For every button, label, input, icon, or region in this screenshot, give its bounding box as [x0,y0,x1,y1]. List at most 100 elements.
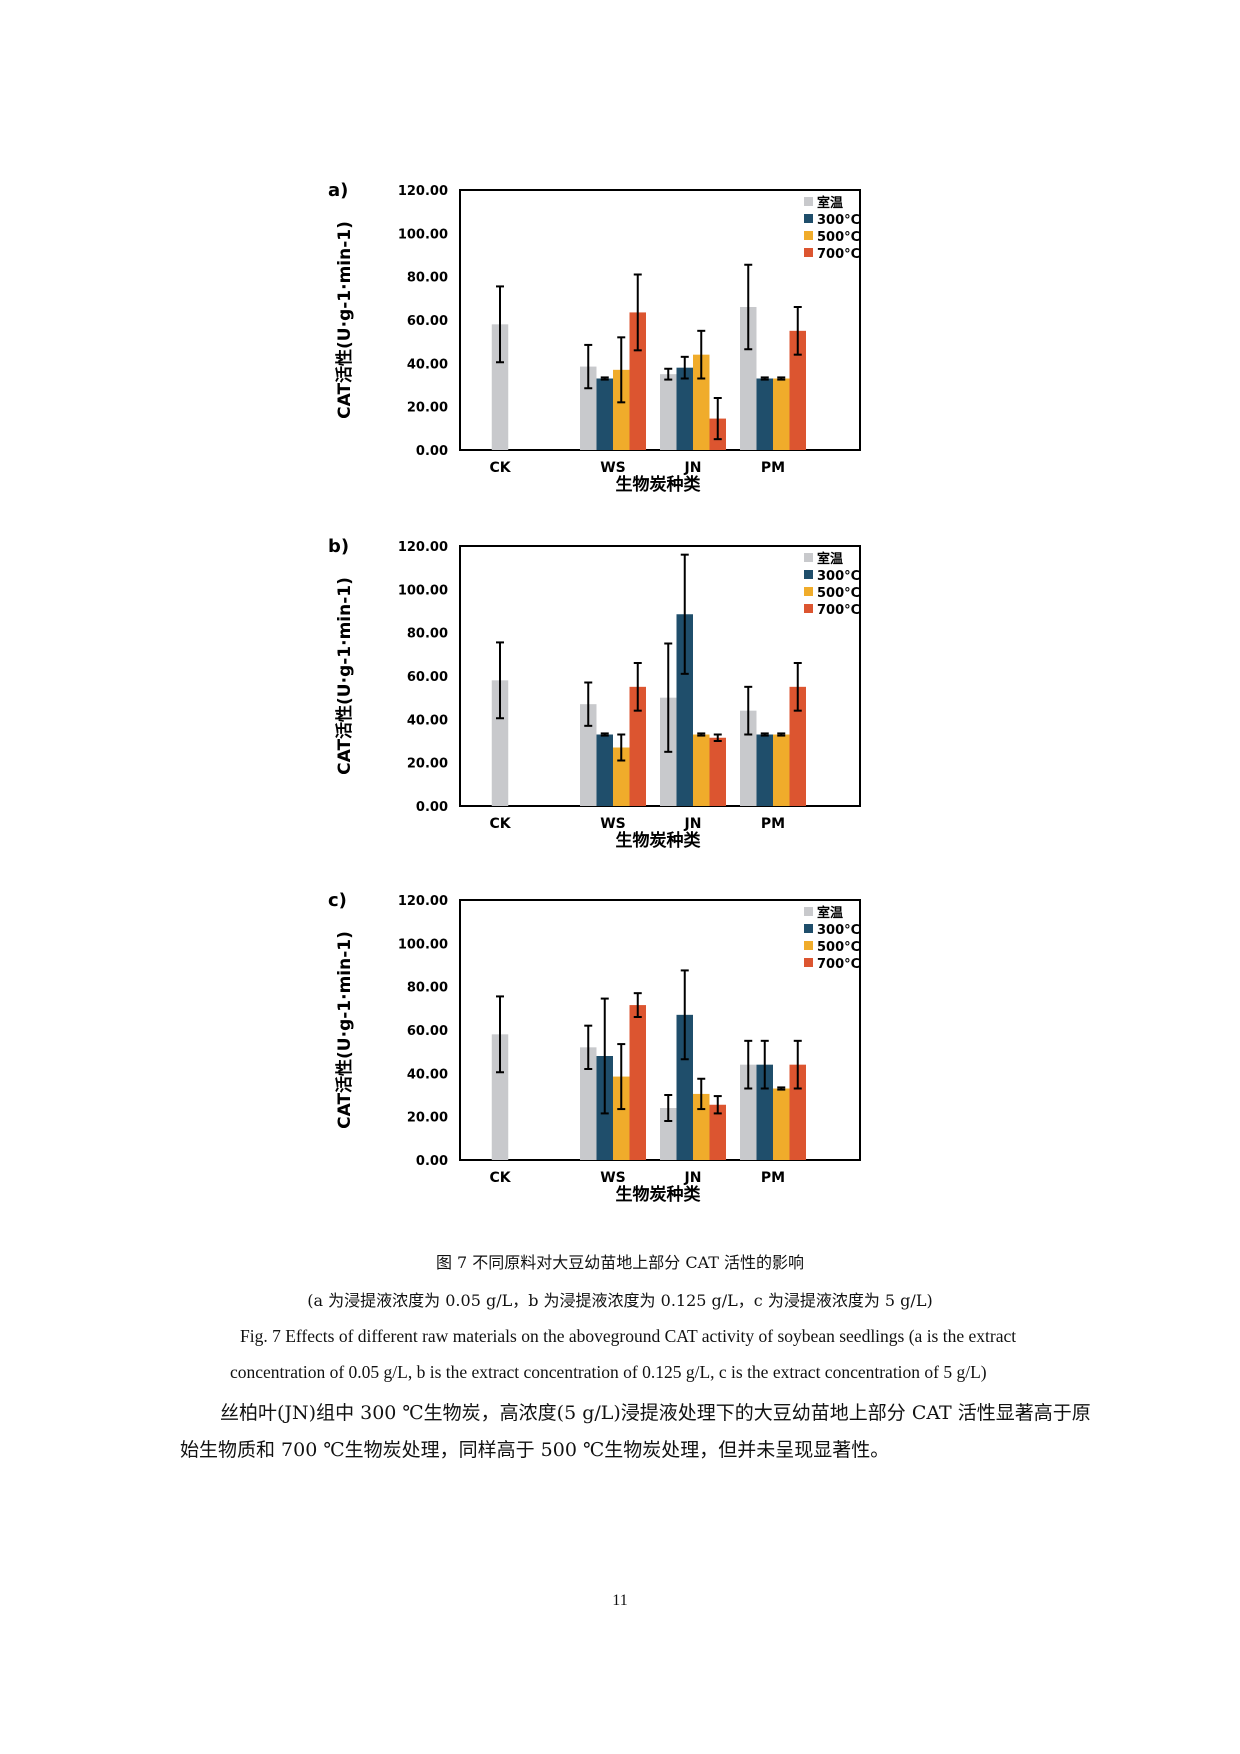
panel-label: b) [328,536,349,557]
figure-caption-cn-title: 图 7 不同原料对大豆幼苗地上部分 CAT 活性的影响 [435,1253,805,1272]
bar [709,737,726,806]
legend-swatch [804,570,813,579]
y-axis-label: CAT活性(U·g-1·min-1) [334,577,355,775]
bar [756,734,773,806]
chart-svg: 0.00 20.00 40.00 60.00 80.00 100.00 120.00 c) CA… [328,890,861,1205]
y-tick-label: 40.00 [407,1067,448,1082]
chart-panel-b: 0.00 20.00 40.00 60.00 80.00 100.00 120.00 b) CA… [328,536,940,896]
legend-swatch [804,907,813,916]
y-tick-label: 80.00 [407,271,448,286]
y-tick-label: 20.00 [407,757,448,772]
bar [693,354,710,450]
bar [629,686,646,806]
legend-label: 300°C [817,923,860,938]
y-axis-label: CAT活性(U·g-1·min-1) [334,931,355,1129]
x-axis-label: 生物炭种类 [616,830,702,851]
legend-label: 室温 [817,195,843,211]
page-number: 11 [612,1592,628,1609]
chart-panel-c: 0.00 20.00 40.00 60.00 80.00 100.00 120.00 c) CA… [328,890,940,1250]
legend-label: 300°C [817,569,860,584]
legend-label: 300°C [817,213,860,228]
y-axis-label: CAT活性(U·g-1·min-1) [334,221,355,419]
figure-caption-en-line1: Fig. 7 Effects of different raw material… [240,1326,1017,1346]
y-tick-label: 100.00 [398,937,448,952]
y-tick-label: 80.00 [407,627,448,642]
bar [629,1005,646,1160]
figure-caption-cn-note: (a 为浸提液浓度为 0.05 g/L，b 为浸提液浓度为 0.125 g/L，… [307,1291,933,1310]
bar [740,307,757,450]
bar [773,734,790,806]
bar [629,312,646,450]
bar [676,1014,693,1160]
y-tick-label: 80.00 [407,981,448,996]
bar [756,1064,773,1160]
legend-label: 500°C [817,586,860,601]
bar [660,1108,677,1160]
bar [580,366,597,450]
bar [613,1076,630,1160]
legend-label: 室温 [817,905,843,921]
figure-caption-en: Fig. 7 Effects of different raw material… [230,1318,1090,1390]
x-tick-label: JN [684,460,702,476]
chart-svg: 0.00 20.00 40.00 60.00 80.00 100.00 120.00 b) CA… [328,536,861,851]
chart-svg: 0.00 20.00 40.00 60.00 80.00 100.00 120.00 a) CA… [328,180,861,495]
chart-panel-a: 0.00 20.00 40.00 60.00 80.00 100.00 120.00 a) CA… [328,180,940,540]
bar [789,330,806,450]
y-tick-label: 60.00 [407,670,448,685]
x-tick-label: JN [684,1170,702,1186]
x-axis-label: 生物炭种类 [616,474,702,495]
legend-swatch [804,924,813,933]
legend-label: 700°C [817,603,860,618]
bar [773,1088,790,1160]
legend-swatch [804,248,813,257]
legend-label: 500°C [817,940,860,955]
x-tick-label: WS [600,816,626,832]
bar [491,324,509,450]
y-tick-label: 120.00 [398,184,448,199]
x-tick-label: PM [761,816,785,832]
legend-label: 700°C [817,957,860,972]
y-tick-label: 100.00 [398,227,448,242]
legend-swatch [804,553,813,562]
bar [740,710,757,806]
bar [580,704,597,806]
panel-label: a) [328,180,348,201]
y-tick-label: 60.00 [407,1024,448,1039]
legend-label: 700°C [817,247,860,262]
bar [693,1093,710,1160]
legend-label: 500°C [817,230,860,245]
y-tick-label: 0.00 [416,444,448,459]
x-tick-label: CK [489,460,511,476]
bar [773,378,790,450]
y-tick-label: 20.00 [407,401,448,416]
legend-swatch [804,958,813,967]
y-tick-label: 120.00 [398,894,448,909]
legend-swatch [804,214,813,223]
bar [491,1034,509,1160]
legend-swatch [804,941,813,950]
bar [596,734,613,806]
bar [789,1064,806,1160]
legend-swatch [804,231,813,240]
legend-label: 室温 [817,551,843,567]
x-tick-label: CK [489,816,511,832]
bar [693,734,710,806]
y-tick-label: 120.00 [398,540,448,555]
bar [676,367,693,450]
y-tick-label: 0.00 [416,1154,448,1169]
panel-label: c) [328,890,347,911]
y-tick-label: 0.00 [416,800,448,815]
y-tick-label: 100.00 [398,583,448,598]
x-tick-label: JN [684,816,702,832]
x-tick-label: WS [600,460,626,476]
bar [491,680,509,806]
bar [613,747,630,806]
y-tick-label: 20.00 [407,1111,448,1126]
bar [613,369,630,450]
bar [580,1047,597,1160]
y-tick-label: 40.00 [407,713,448,728]
legend-swatch [804,604,813,613]
x-tick-label: WS [600,1170,626,1186]
bar [660,374,677,450]
y-tick-label: 40.00 [407,357,448,372]
